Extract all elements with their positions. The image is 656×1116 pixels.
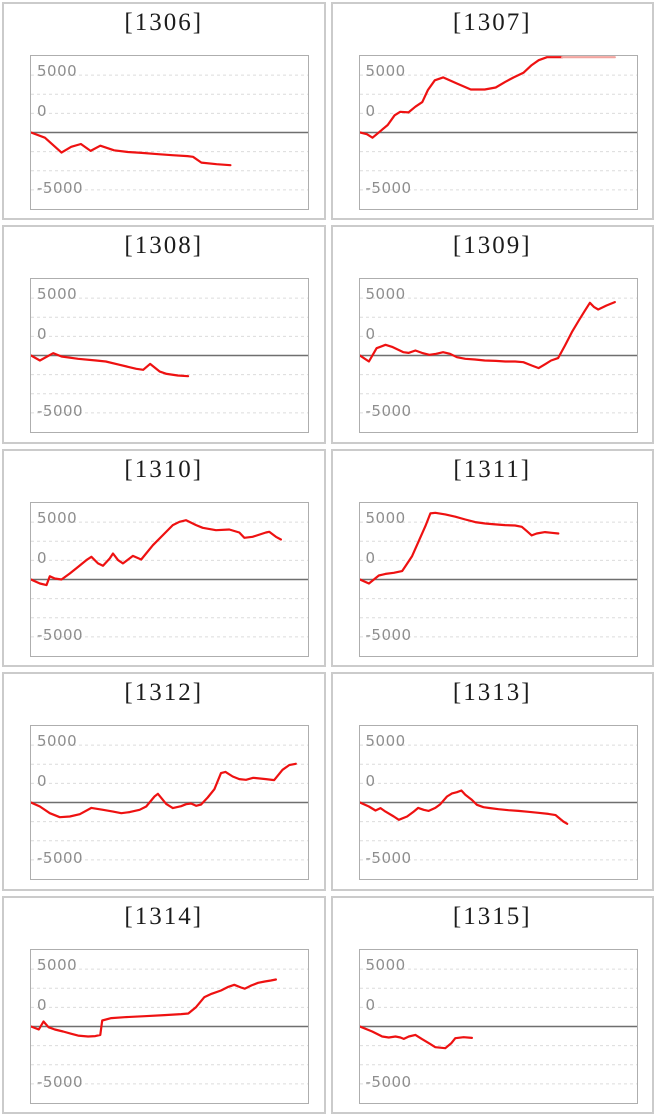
chart-cell: [1308] 5000 0 -5000 — [2, 225, 326, 444]
y-axis-label-minus-5000: -5000 — [365, 625, 412, 644]
chart-plot-area: 5000 0 -5000 — [30, 278, 309, 434]
chart-canvas — [31, 74, 308, 191]
chart-canvas — [359, 744, 637, 861]
y-axis-label-0: 0 — [365, 548, 376, 567]
chart-title: [1308] — [124, 232, 204, 260]
chart-cell: [1313] 5000 0 -5000 — [330, 672, 654, 891]
y-axis-label-0: 0 — [37, 772, 48, 791]
series-line — [31, 977, 277, 1038]
chart-title: [1315] — [452, 902, 532, 930]
y-axis-label-5000: 5000 — [37, 508, 78, 527]
y-axis-label-minus-5000: -5000 — [365, 849, 412, 868]
chart-cell: [1306] 5000 0 -5000 — [2, 2, 326, 221]
chart-cell: [1309] 5000 0 -5000 — [330, 225, 654, 444]
y-axis-label-minus-5000: -5000 — [37, 849, 84, 868]
y-axis-label-0: 0 — [365, 995, 376, 1014]
y-axis-label-0: 0 — [37, 102, 48, 120]
y-axis-label-0: 0 — [365, 325, 376, 344]
y-axis-label-5000: 5000 — [365, 62, 406, 80]
y-axis-label-5000: 5000 — [365, 732, 406, 751]
chart-cell: [1312] 5000 0 -5000 — [2, 672, 326, 891]
y-axis-label-5000: 5000 — [37, 62, 78, 80]
chart-canvas — [31, 968, 308, 1084]
series-line — [31, 352, 190, 378]
chart-title: [1310] — [124, 455, 204, 483]
chart-plot-area: 5000 0 -5000 — [358, 948, 638, 1104]
chart-title: [1311] — [453, 455, 532, 483]
chart-canvas — [31, 518, 308, 638]
series-line — [31, 131, 232, 167]
series-line — [359, 301, 616, 370]
chart-title: [1309] — [452, 232, 532, 260]
chart-cell: [1315] 5000 0 -5000 — [330, 895, 654, 1114]
y-axis-label-minus-5000: -5000 — [37, 625, 84, 644]
y-axis-label-minus-5000: -5000 — [37, 179, 84, 197]
y-axis-label-minus-5000: -5000 — [37, 1072, 84, 1091]
chart-title: [1314] — [124, 902, 204, 930]
y-axis-label-minus-5000: -5000 — [365, 179, 412, 197]
y-axis-label-0: 0 — [365, 102, 376, 120]
chart-plot-area: 5000 0 -5000 — [358, 278, 638, 434]
y-axis-label-5000: 5000 — [365, 285, 406, 304]
chart-canvas — [359, 56, 637, 191]
chart-plot-area: 5000 0 -5000 — [358, 501, 638, 657]
chart-cell: [1307] 5000 0 -5000 — [330, 2, 654, 221]
y-axis-label-5000: 5000 — [37, 732, 78, 751]
y-axis-label-5000: 5000 — [37, 955, 78, 974]
y-axis-label-5000: 5000 — [37, 285, 78, 304]
y-axis-label-minus-5000: -5000 — [37, 402, 84, 421]
chart-cell: [1310] 5000 0 -5000 — [2, 448, 326, 668]
chart-cell: [1314] 5000 0 -5000 — [2, 895, 326, 1114]
chart-plot-area: 5000 0 -5000 — [358, 55, 638, 210]
chart-title: [1307] — [452, 9, 532, 36]
y-axis-label-0: 0 — [37, 548, 48, 567]
chart-canvas — [31, 298, 308, 414]
y-axis-label-minus-5000: -5000 — [365, 402, 412, 421]
y-axis-label-5000: 5000 — [365, 508, 406, 527]
series-line — [359, 789, 568, 826]
y-axis-label-5000: 5000 — [365, 955, 406, 974]
series-line — [31, 518, 282, 586]
chart-title: [1313] — [452, 679, 532, 707]
series-line — [359, 511, 559, 585]
chart-plot-area: 5000 0 -5000 — [30, 725, 309, 881]
chart-canvas — [31, 744, 308, 861]
y-axis-label-0: 0 — [365, 772, 376, 791]
chart-plot-area: 5000 0 -5000 — [358, 725, 638, 881]
chart-canvas — [359, 298, 637, 414]
chart-plot-area: 5000 0 -5000 — [30, 948, 309, 1104]
chart-plot-area: 5000 0 -5000 — [30, 501, 309, 657]
y-axis-label-0: 0 — [37, 995, 48, 1014]
chart-title: [1312] — [124, 679, 204, 707]
chart-cell: [1311] 5000 0 -5000 — [330, 448, 654, 668]
chart-title: [1306] — [124, 9, 204, 36]
y-axis-label-minus-5000: -5000 — [365, 1072, 412, 1091]
series-line — [31, 762, 297, 819]
chart-plot-area: 5000 0 -5000 — [30, 55, 309, 210]
series-line — [359, 1024, 473, 1049]
series-line — [359, 56, 563, 139]
chart-canvas — [359, 968, 637, 1084]
y-axis-label-0: 0 — [37, 325, 48, 344]
chart-canvas — [359, 511, 637, 638]
